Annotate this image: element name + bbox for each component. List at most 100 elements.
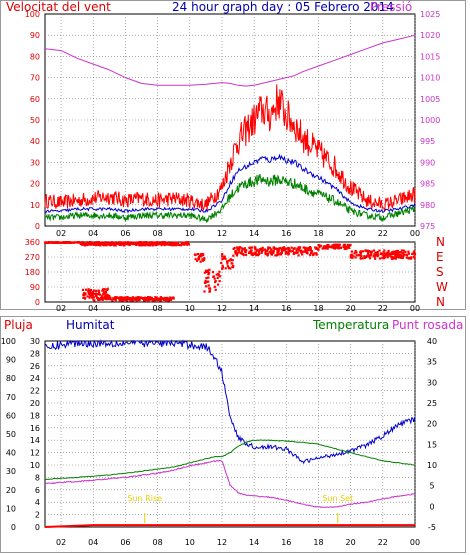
direction-point xyxy=(207,284,210,287)
direction-point xyxy=(314,246,317,249)
direction-point xyxy=(239,246,242,249)
x-tick-label: 08 xyxy=(153,538,163,547)
direction-point xyxy=(407,250,410,253)
y-tick-label: 0 xyxy=(35,298,40,307)
compass-tick-label: S xyxy=(436,265,444,279)
y-tick-label: 80 xyxy=(6,374,16,383)
direction-point xyxy=(413,250,416,253)
direction-point xyxy=(101,297,104,300)
direction-point xyxy=(107,294,110,297)
direction-point xyxy=(92,296,95,299)
direction-point xyxy=(50,241,53,244)
direction-point xyxy=(413,253,416,256)
direction-point xyxy=(272,246,275,250)
direction-point xyxy=(199,260,202,263)
direction-point xyxy=(206,280,209,283)
direction-point xyxy=(347,244,351,247)
direction-point xyxy=(77,241,80,244)
direction-point xyxy=(313,252,316,255)
direction-point xyxy=(326,244,329,247)
direction-point xyxy=(120,243,124,246)
direction-point xyxy=(346,243,349,246)
direction-point xyxy=(226,265,230,268)
direction-point xyxy=(413,257,416,260)
direction-point xyxy=(154,241,157,244)
direction-point xyxy=(172,296,175,299)
direction-point xyxy=(118,296,121,299)
direction-point xyxy=(102,288,105,291)
direction-point xyxy=(84,292,87,295)
direction-point xyxy=(321,247,324,250)
y-tick-label: 50 xyxy=(30,116,40,125)
y-tick-label: 0 xyxy=(35,222,40,231)
direction-point xyxy=(104,296,107,299)
direction-point xyxy=(402,249,405,252)
direction-point xyxy=(312,252,315,255)
direction-point xyxy=(248,250,251,253)
direction-point xyxy=(231,259,234,262)
direction-point xyxy=(218,270,221,273)
direction-plot-area xyxy=(44,241,416,303)
direction-point xyxy=(109,296,112,299)
wind-speed-label: Velocitat del vent xyxy=(6,0,111,14)
direction-point xyxy=(276,249,279,252)
direction-point xyxy=(280,248,284,251)
direction-point xyxy=(395,251,398,254)
direction-point xyxy=(331,246,334,249)
direction-point xyxy=(151,241,154,244)
direction-point xyxy=(229,267,232,270)
direction-point xyxy=(144,298,147,301)
direction-point xyxy=(86,243,89,247)
direction-point xyxy=(355,251,358,254)
direction-point xyxy=(99,293,102,296)
direction-point xyxy=(103,297,106,300)
direction-point xyxy=(119,297,122,301)
direction-point xyxy=(94,289,97,292)
direction-point xyxy=(300,251,303,254)
direction-point xyxy=(150,298,153,301)
direction-point xyxy=(163,244,166,247)
direction-point xyxy=(332,246,335,249)
direction-point xyxy=(165,298,169,302)
direction-point xyxy=(393,250,396,253)
direction-point xyxy=(104,290,107,294)
direction-point xyxy=(220,255,224,258)
direction-point xyxy=(284,247,287,250)
direction-point xyxy=(270,252,273,256)
direction-point xyxy=(296,251,299,254)
direction-point xyxy=(208,289,211,292)
direction-point xyxy=(131,243,135,246)
direction-point xyxy=(126,299,129,302)
direction-point xyxy=(409,257,413,260)
wind-avg-line xyxy=(44,153,416,214)
direction-point xyxy=(75,241,78,244)
direction-point xyxy=(131,297,134,300)
direction-point xyxy=(132,241,135,245)
direction-point xyxy=(262,249,265,252)
direction-point xyxy=(93,292,96,295)
x-tick-label: 08 xyxy=(153,229,163,238)
direction-point xyxy=(205,285,208,288)
direction-point xyxy=(373,253,376,256)
direction-point xyxy=(148,242,151,245)
direction-point xyxy=(151,244,154,247)
direction-point xyxy=(363,255,366,258)
direction-point xyxy=(364,249,367,252)
direction-point xyxy=(400,256,403,259)
direction-point xyxy=(82,293,85,296)
y-tick-label: 10 xyxy=(6,504,16,513)
direction-point xyxy=(131,299,134,302)
direction-point xyxy=(245,253,248,256)
direction-point xyxy=(123,296,126,299)
direction-point xyxy=(161,242,164,245)
y-tick-label: 40 xyxy=(427,337,437,346)
direction-point xyxy=(176,242,179,245)
direction-point xyxy=(163,296,166,299)
direction-point xyxy=(146,244,150,247)
direction-point xyxy=(366,254,369,257)
direction-point xyxy=(204,281,207,284)
direction-point xyxy=(107,297,110,301)
direction-point xyxy=(105,298,108,301)
direction-point xyxy=(141,241,144,244)
direction-point xyxy=(169,298,172,301)
